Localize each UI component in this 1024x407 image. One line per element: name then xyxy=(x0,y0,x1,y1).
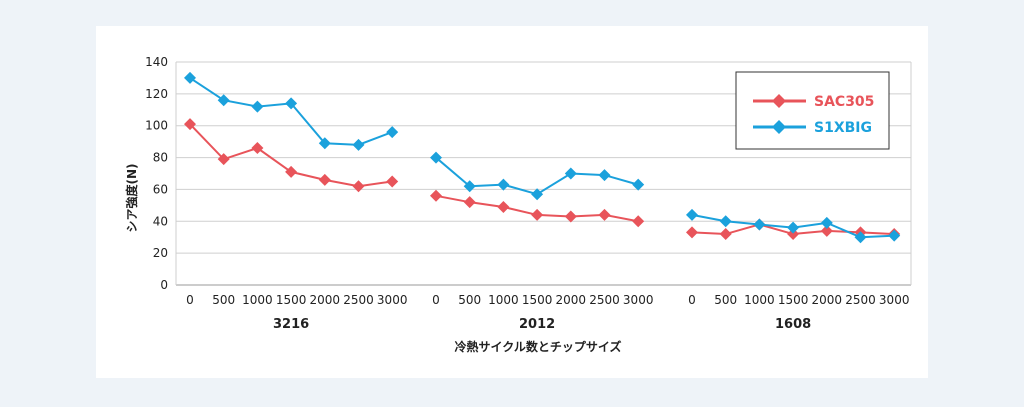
y-tick-label: 40 xyxy=(153,214,168,228)
data-point-s1xbig xyxy=(217,94,230,107)
data-point-sac305 xyxy=(184,118,196,131)
data-point-s1xbig xyxy=(531,188,544,201)
legend-marker xyxy=(772,120,786,134)
x-tick-label: 2000 xyxy=(556,293,587,307)
data-point-sac305 xyxy=(285,165,298,178)
group-label: 2012 xyxy=(519,317,555,332)
data-point-sac305 xyxy=(352,180,365,193)
group-label: 3216 xyxy=(273,317,309,332)
data-point-s1xbig xyxy=(820,216,833,229)
data-point-sac305 xyxy=(719,228,732,241)
y-tick-label: 0 xyxy=(160,278,168,292)
y-tick-label: 80 xyxy=(153,151,168,165)
x-tick-label: 2000 xyxy=(310,293,341,307)
data-point-s1xbig xyxy=(285,97,298,110)
legend-label: S1XBIG xyxy=(814,120,872,136)
x-tick-label: 0 xyxy=(186,293,194,307)
x-tick-label: 0 xyxy=(432,293,440,307)
data-point-sac305 xyxy=(497,200,510,213)
data-point-s1xbig xyxy=(753,218,766,231)
y-axis-label: シア強度(N) xyxy=(124,163,139,232)
x-tick-label: 3000 xyxy=(879,293,910,307)
legend: SAC305 S1XBIG xyxy=(735,71,890,150)
data-point-sac305 xyxy=(564,210,577,223)
x-tick-label: 1500 xyxy=(778,293,809,307)
x-tick-label: 500 xyxy=(714,293,737,307)
group-labels: 3216 2012 1608 xyxy=(273,317,811,332)
x-tick-label: 1000 xyxy=(744,293,775,307)
data-series xyxy=(184,71,901,244)
grid-lines xyxy=(175,61,912,286)
data-point-s1xbig xyxy=(318,137,331,150)
x-tick-label: 1000 xyxy=(488,293,519,307)
data-point-s1xbig xyxy=(352,138,365,151)
data-point-sac305 xyxy=(217,153,230,166)
data-point-sac305 xyxy=(820,224,833,237)
data-point-s1xbig xyxy=(632,178,645,191)
data-point-sac305 xyxy=(632,215,645,228)
data-point-sac305 xyxy=(318,173,331,186)
legend-box xyxy=(735,71,890,150)
x-tick-label: 1500 xyxy=(522,293,553,307)
data-point-sac305 xyxy=(686,226,698,239)
data-point-s1xbig xyxy=(787,221,800,234)
data-point-sac305 xyxy=(430,189,442,202)
data-point-s1xbig xyxy=(564,167,577,180)
legend-marker xyxy=(772,94,786,108)
data-point-sac305 xyxy=(787,228,800,241)
data-point-s1xbig xyxy=(497,178,510,191)
series-line-s1xbig xyxy=(189,77,393,146)
x-tick-label: 3000 xyxy=(377,293,408,307)
x-tick-label: 2500 xyxy=(343,293,374,307)
x-tick-label: 3000 xyxy=(623,293,654,307)
data-point-s1xbig xyxy=(463,180,476,193)
data-point-s1xbig xyxy=(386,126,399,139)
data-point-s1xbig xyxy=(430,151,442,164)
x-tick-label: 2000 xyxy=(812,293,843,307)
x-tick-label: 500 xyxy=(458,293,481,307)
data-point-s1xbig xyxy=(888,229,901,242)
group-label: 1608 xyxy=(775,317,811,332)
data-point-sac305 xyxy=(386,175,399,188)
data-point-sac305 xyxy=(463,196,476,209)
x-tick-label: 1500 xyxy=(276,293,307,307)
x-tick-label: 0 xyxy=(688,293,696,307)
y-tick-label: 140 xyxy=(145,55,168,69)
y-tick-label: 100 xyxy=(145,119,168,133)
x-tick-label: 2500 xyxy=(589,293,620,307)
x-tick-label: 1000 xyxy=(242,293,273,307)
data-point-sac305 xyxy=(531,208,544,221)
data-point-s1xbig xyxy=(719,215,732,228)
y-tick-label: 60 xyxy=(153,182,168,196)
data-point-sac305 xyxy=(598,208,611,221)
x-axis-label: 冷熱サイクル数とチップサイズ xyxy=(454,339,621,354)
y-axis-ticks: 0 20 40 60 80 100 120 140 xyxy=(145,55,168,292)
data-point-s1xbig xyxy=(854,231,867,244)
data-point-s1xbig xyxy=(598,169,611,182)
data-point-sac305 xyxy=(251,142,264,155)
chart-card: 0 20 40 60 80 100 120 140 0 500 1000 1500 2000 2500 3… xyxy=(96,26,928,378)
data-point-s1xbig xyxy=(184,71,196,84)
data-point-s1xbig xyxy=(251,100,264,113)
y-tick-label: 120 xyxy=(145,87,168,101)
x-tick-label: 2500 xyxy=(845,293,876,307)
x-axis-ticks: 0 500 1000 1500 2000 2500 3000 0 500 1000 1500 2000… xyxy=(186,293,909,307)
y-tick-label: 20 xyxy=(153,246,168,260)
x-tick-label: 500 xyxy=(212,293,235,307)
data-point-s1xbig xyxy=(686,208,698,221)
legend-label: SAC305 xyxy=(814,94,874,110)
